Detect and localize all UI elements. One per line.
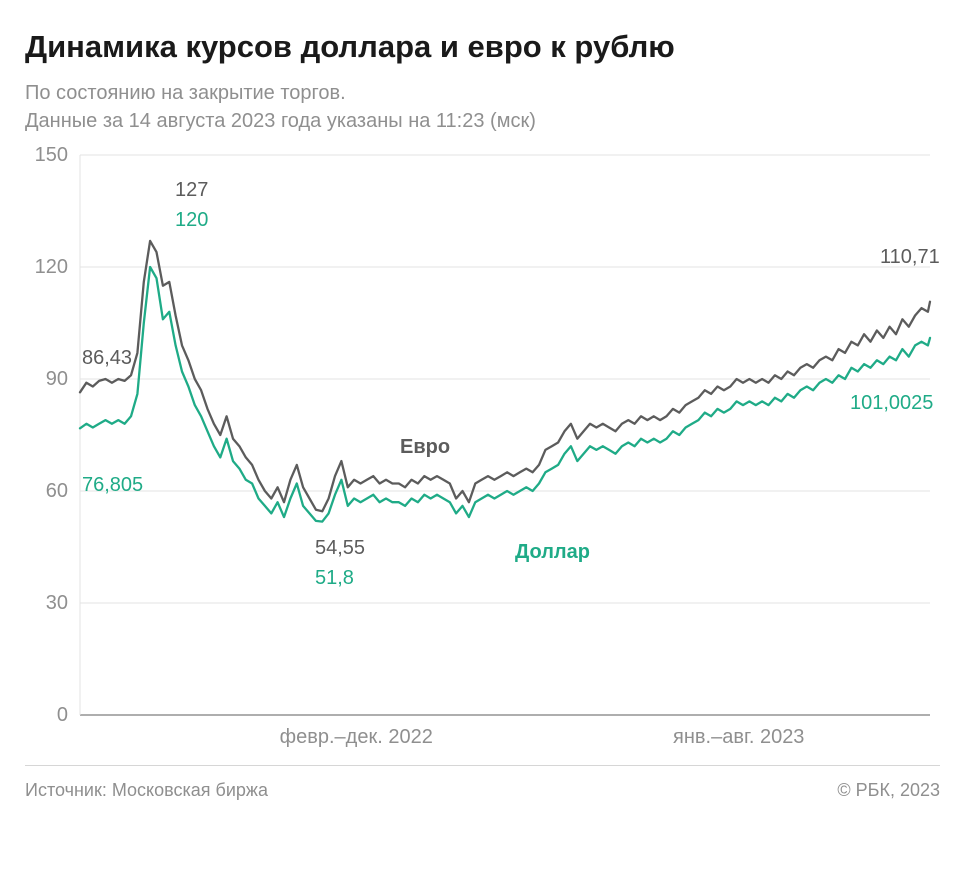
svg-text:150: 150 (35, 145, 68, 166)
svg-text:90: 90 (46, 368, 68, 390)
svg-text:0: 0 (57, 704, 68, 726)
chart-annotation: 51,8 (315, 567, 354, 590)
chart-annotation: Доллар (515, 541, 590, 564)
chart-annotation: Евро (400, 436, 450, 459)
chart-annotation: 101,0025 (850, 392, 933, 415)
chart-area: 0 30 60 90 120 150 февр.–дек. 2022 янв.–авг. 20… (25, 145, 940, 765)
svg-text:янв.–авг. 2023: янв.–авг. 2023 (673, 726, 804, 748)
chart-annotation: 76,805 (82, 474, 143, 497)
footer: Источник: Московская биржа © РБК, 2023 (25, 765, 940, 801)
svg-text:120: 120 (35, 256, 68, 278)
chart-title: Динамика курсов доллара и евро к рублю (25, 28, 940, 65)
line-chart: 0 30 60 90 120 150 февр.–дек. 2022 янв.–авг. 20… (25, 145, 940, 765)
chart-annotation: 120 (175, 209, 208, 232)
svg-text:февр.–дек. 2022: февр.–дек. 2022 (280, 726, 433, 748)
chart-annotation: 54,55 (315, 537, 365, 560)
svg-text:60: 60 (46, 480, 68, 502)
page: Динамика курсов доллара и евро к рублю П… (0, 0, 960, 874)
svg-text:30: 30 (46, 592, 68, 614)
chart-annotation: 127 (175, 179, 208, 202)
copyright-label: © РБК, 2023 (837, 780, 940, 801)
chart-annotation: 86,43 (82, 347, 132, 370)
source-label: Источник: Московская биржа (25, 780, 268, 801)
chart-annotation: 110,71 (880, 246, 940, 269)
chart-subtitle: По состоянию на закрытие торгов. Данные … (25, 79, 940, 135)
